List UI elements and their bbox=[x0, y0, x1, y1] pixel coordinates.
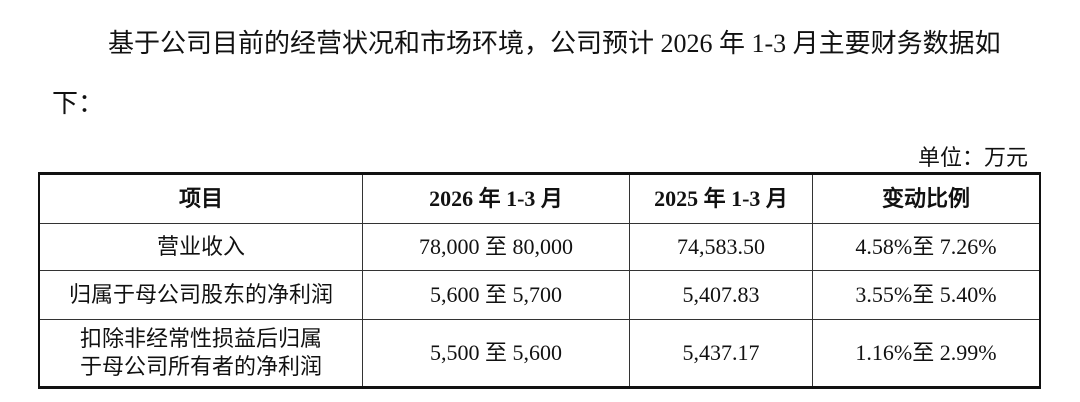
cell: 扣除非经常性损益后归属于母公司所有者的净利润 bbox=[38, 319, 363, 388]
cell: 4.58%至 7.26% bbox=[812, 223, 1041, 271]
cell: 78,000 至 80,000 bbox=[362, 223, 630, 271]
cell: 5,500 至 5,600 bbox=[362, 319, 630, 388]
cell: 1.16%至 2.99% bbox=[812, 319, 1041, 388]
cell: 74,583.50 bbox=[629, 223, 813, 271]
cell: 营业收入 bbox=[38, 223, 363, 271]
header-change: 变动比例 bbox=[812, 173, 1041, 224]
financial-table: 项目 2026 年 1-3 月 2025 年 1-3 月 变动比例 营业收入 7… bbox=[38, 172, 1041, 389]
table-row: 归属于母公司股东的净利润 5,600 至 5,700 5,407.83 3.55… bbox=[38, 270, 1041, 320]
cell: 5,407.83 bbox=[629, 270, 813, 320]
cell: 5,437.17 bbox=[629, 319, 813, 388]
header-2026: 2026 年 1-3 月 bbox=[362, 173, 630, 224]
table-row: 营业收入 78,000 至 80,000 74,583.50 4.58%至 7.… bbox=[38, 223, 1041, 271]
cell: 3.55%至 5.40% bbox=[812, 270, 1041, 320]
header-item: 项目 bbox=[38, 173, 363, 224]
cell: 5,600 至 5,700 bbox=[362, 270, 630, 320]
table-row: 扣除非经常性损益后归属于母公司所有者的净利润 5,500 至 5,600 5,4… bbox=[38, 319, 1041, 388]
header-2025: 2025 年 1-3 月 bbox=[629, 173, 813, 224]
unit-label: 单位：万元 bbox=[917, 145, 1028, 170]
intro-paragraph: 基于公司目前的经营状况和市场环境，公司预计 2026 年 1-3 月主要财务数据… bbox=[52, 29, 1001, 118]
cell: 归属于母公司股东的净利润 bbox=[38, 270, 363, 320]
header-row: 项目 2026 年 1-3 月 2025 年 1-3 月 变动比例 bbox=[38, 173, 1041, 224]
